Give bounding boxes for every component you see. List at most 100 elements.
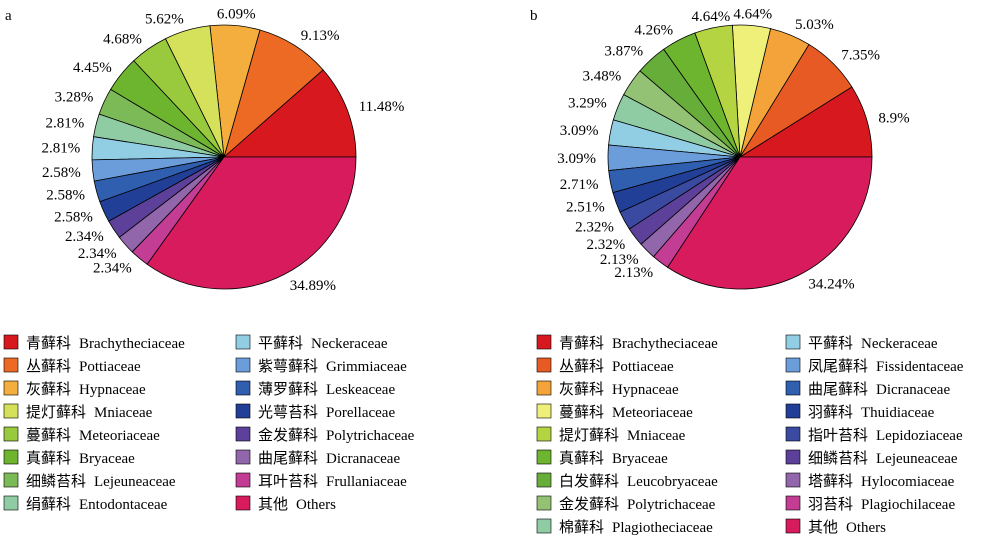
slice-label-leucobryaceae: 3.87% (604, 44, 643, 60)
slice-label-frullaniaceae: 2.34% (93, 261, 132, 277)
legend-label-en: Plagiochilaceae (861, 497, 955, 513)
legend-swatch (235, 403, 251, 419)
legend-label-cn: 青藓科 (26, 335, 71, 352)
legend-label-en: Frullaniaceae (326, 474, 407, 490)
legend-item-hypnaceae: 灰藓科 Hypnaceae (536, 380, 679, 398)
legend-label-cn: 灰藓科 (559, 381, 604, 398)
legend-label-en: Dicranaceae (876, 382, 950, 398)
panel-a: a 11.48% 9.13% 6.09% 5.62%4.68% 4.45% 3.28% 2.… (3, 7, 415, 513)
legend-swatch (235, 472, 251, 488)
legend-swatch (785, 472, 801, 488)
legend-label-en: Mniaceae (94, 405, 153, 421)
legend-item-meteoriaceae: 蔓藓科 Meteoriaceae (3, 426, 160, 444)
legend-item-pottiaceae: 丛藓科 Pottiaceae (3, 357, 141, 375)
panel-b: b 8.9% 7.35% 5.03% 4.64%4.64% 4.26% 3.87% 3.48… (530, 7, 964, 536)
legend-label-cn: 蔓藓科 (26, 427, 71, 444)
legend-swatch (3, 472, 19, 488)
legend-label-cn: 金发藓科 (258, 427, 318, 444)
legend-label-en: Lepidoziaceae (876, 428, 963, 444)
legend-label-cn: 真藓科 (559, 449, 604, 467)
legend-swatch (536, 380, 552, 396)
legend-swatch (536, 426, 552, 442)
legend-label-en: Polytrichaceae (627, 497, 716, 513)
slice-label-lejeuneaceae: 2.32% (587, 237, 626, 253)
legend-label-en: Meteoriaceae (612, 405, 693, 421)
legend-swatch (536, 449, 552, 465)
legend-item-polytrichaceae: 金发藓科 Polytrichaceae (536, 495, 716, 513)
legend-item-bryaceae: 真藓科 Bryaceae (3, 449, 135, 467)
legend-label-cn: 白发藓科 (559, 473, 619, 490)
slice-label-meteoriaceae: 4.68% (103, 32, 142, 48)
legend-label-cn: 平藓科 (808, 335, 853, 352)
panel-label-b: b (530, 8, 538, 24)
slice-label-brachytheciaceae: 11.48% (359, 99, 405, 115)
legend-label-cn: 提灯藓科 (559, 427, 619, 444)
legend-label-en: Mniaceae (627, 428, 686, 444)
legend-swatch (3, 495, 19, 511)
slice-label-polytrichaceae: 3.48% (583, 69, 622, 85)
legend-label-en: Neckeraceae (311, 336, 388, 352)
legend-item-mniaceae: 提灯藓科 Mniaceae (536, 426, 686, 444)
legend-label-cn: 塔藓科 (808, 473, 853, 490)
legend-label-en: Leskeaceae (326, 382, 395, 398)
legend-swatch (536, 357, 552, 373)
legend-swatch (3, 426, 19, 442)
legend-swatch (536, 472, 552, 488)
legend-label-cn: 羽苔科 (808, 496, 853, 513)
legend-label-cn: 细鳞苔科 (808, 450, 868, 467)
slice-label-dicranaceae: 2.34% (78, 246, 117, 262)
legend-swatch (536, 518, 552, 534)
legend-item-meteoriaceae: 蔓藓科 Meteoriaceae (536, 403, 693, 421)
pie-slice-others (146, 156, 357, 290)
legend-label-en: Bryaceae (612, 451, 668, 467)
legend-swatch (235, 380, 251, 396)
slice-label-mniaceae: 4.64% (692, 9, 731, 25)
legend-label-en: Lejeuneaceae (876, 451, 958, 467)
legend-item-thuidiaceae: 羽藓科 Thuidiaceae (785, 403, 935, 421)
legend-label-en: Hypnaceae (79, 382, 146, 398)
legend-swatch (3, 357, 19, 373)
legend-item-mniaceae: 提灯藓科 Mniaceae (3, 403, 153, 421)
legend-label-en: Meteoriaceae (79, 428, 160, 444)
slice-label-fissidentaceae: 3.09% (557, 151, 596, 167)
legend-label-cn: 青藓科 (559, 335, 604, 352)
legend-swatch (785, 334, 801, 350)
slice-label-thuidiaceae: 2.51% (566, 200, 605, 216)
legend-label-cn: 曲尾藓科 (808, 381, 868, 398)
legend-swatch (235, 449, 251, 465)
pie-chart-b: 8.9% 7.35% 5.03% 4.64%4.64% 4.26% 3.87% 3.48% 3… (557, 7, 909, 293)
slice-label-bryaceae: 4.45% (73, 60, 112, 76)
legend-label-en: Thuidiaceae (861, 405, 935, 421)
legend-label-en: Lejeuneaceae (94, 474, 176, 490)
legend-swatch (785, 380, 801, 396)
legend-label-cn: 提灯藓科 (26, 404, 86, 421)
legend-item-entodontaceae: 绢藓科 Entodontaceae (3, 495, 168, 513)
slice-label-entodontaceae: 2.81% (45, 115, 84, 131)
slice-label-others: 34.89% (290, 278, 336, 294)
legend-item-plagiotheciaceae: 棉藓科 Plagiotheciaceae (536, 518, 713, 536)
legend-label-en: Brachytheciaceae (612, 336, 718, 352)
legend-item-brachytheciaceae: 青藓科 Brachytheciaceae (3, 334, 185, 352)
legend-swatch (785, 449, 801, 465)
slice-label-plagiotheciaceae: 3.29% (568, 95, 607, 111)
slice-label-pottiaceae: 9.13% (301, 28, 340, 44)
slice-label-hypnaceae: 6.09% (217, 7, 256, 23)
legend-swatch (536, 334, 552, 350)
legend-item-leskeaceae: 薄罗藓科 Leskeaceae (235, 380, 395, 398)
slice-label-neckeraceae: 2.81% (42, 141, 81, 157)
legend-swatch (235, 357, 251, 373)
legend-label-en: Hylocomiaceae (861, 474, 955, 490)
legend-item-dicranaceae: 曲尾藓科 Dicranaceae (235, 449, 400, 467)
legend-item-dicranaceae: 曲尾藓科 Dicranaceae (785, 380, 950, 398)
legend-b: 青藓科 Brachytheciaceae 丛藓科 Pottiaceae 灰藓科 Hypna… (536, 334, 964, 536)
legend-label-en: Bryaceae (79, 451, 135, 467)
legend-label-cn: 棉藓科 (559, 519, 604, 536)
pie-slice-others (667, 156, 873, 290)
legend-item-lejeuneaceae: 细鳞苔科 Lejeuneaceae (785, 449, 958, 467)
legend-item-hylocomiaceae: 塔藓科 Hylocomiaceae (785, 472, 955, 490)
legend-swatch (785, 357, 801, 373)
legend-swatch (785, 403, 801, 419)
legend-swatch (785, 426, 801, 442)
legend-label-en: Pottiaceae (79, 359, 141, 375)
